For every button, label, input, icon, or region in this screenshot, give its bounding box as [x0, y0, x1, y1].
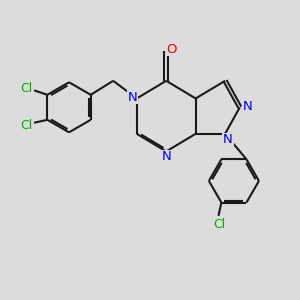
Text: Cl: Cl: [20, 82, 32, 95]
Text: N: N: [242, 100, 252, 112]
Text: O: O: [166, 43, 177, 56]
Text: N: N: [223, 133, 233, 146]
Text: N: N: [162, 150, 172, 163]
Text: Cl: Cl: [20, 118, 32, 132]
Text: Cl: Cl: [213, 218, 225, 231]
Text: N: N: [128, 91, 137, 104]
